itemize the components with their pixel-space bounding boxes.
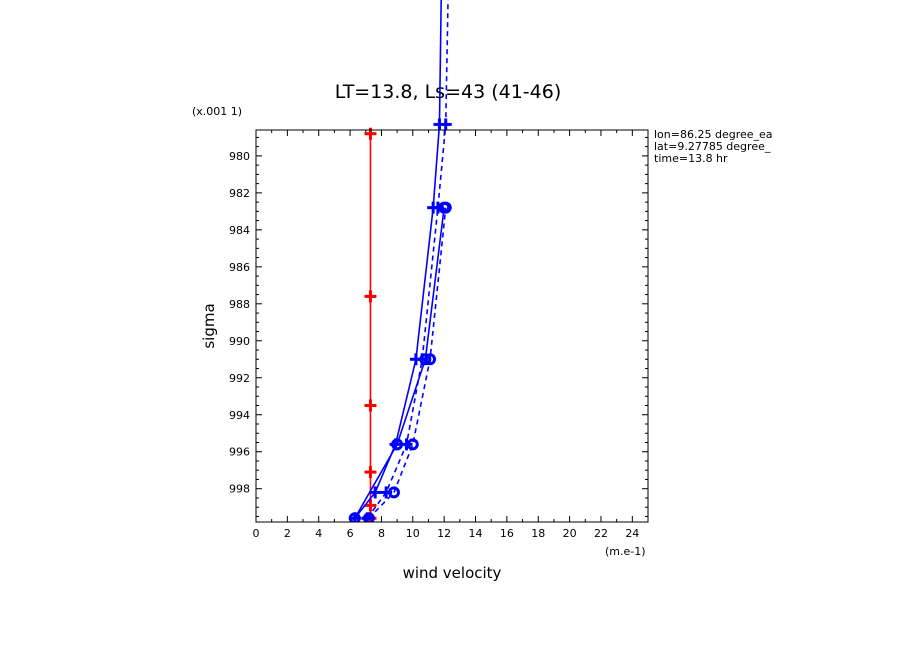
x-tick-label: 2 bbox=[284, 527, 291, 540]
annotation-line: lon=86.25 degree_ea bbox=[654, 128, 773, 141]
y-tick-label: 984 bbox=[229, 224, 250, 237]
series-line-4 bbox=[354, 207, 445, 519]
data-point-circle bbox=[362, 512, 375, 522]
y-tick-label: 980 bbox=[229, 150, 250, 163]
y-scale-label: (x.001 1) bbox=[192, 105, 242, 118]
data-point-circle bbox=[348, 512, 361, 522]
data-point-plus bbox=[364, 290, 377, 303]
y-tick-label: 994 bbox=[229, 409, 250, 422]
data-point-plus bbox=[369, 486, 382, 499]
x-tick-label: 20 bbox=[563, 527, 577, 540]
data-point-circle bbox=[391, 438, 404, 451]
x-tick-label: 12 bbox=[437, 527, 451, 540]
x-tick-label: 24 bbox=[625, 527, 639, 540]
data-point-circle bbox=[406, 438, 419, 451]
chart-title: LT=13.8, Ls=43 (41-46) bbox=[335, 81, 562, 103]
y-tick-label: 982 bbox=[229, 187, 250, 200]
data-point-circle bbox=[424, 353, 437, 366]
y-axis: 980 982 984 986 988 990 992 994 996 998 bbox=[229, 136, 648, 517]
data-point-circle bbox=[439, 201, 452, 214]
y-tick-label: 986 bbox=[229, 261, 250, 274]
series-group bbox=[348, 0, 452, 522]
x-tick-label: 6 bbox=[347, 527, 354, 540]
data-point-plus bbox=[364, 499, 377, 512]
x-tick-label: 22 bbox=[594, 527, 608, 540]
data-point-plus bbox=[364, 127, 377, 140]
x-tick-label: 4 bbox=[315, 527, 322, 540]
data-point-circle bbox=[387, 486, 400, 499]
x-axis-label: wind velocity bbox=[403, 564, 502, 582]
annotation-line: lat=9.27785 degree_ bbox=[654, 140, 771, 153]
data-point-plus bbox=[364, 399, 377, 412]
x-tick-label: 18 bbox=[531, 527, 545, 540]
series-line-5 bbox=[368, 207, 447, 519]
y-tick-label: 990 bbox=[229, 335, 250, 348]
plot-frame bbox=[255, 129, 649, 523]
x-tick-label: 8 bbox=[378, 527, 385, 540]
data-point-plus bbox=[364, 466, 377, 479]
x-tick-label: 10 bbox=[406, 527, 420, 540]
y-tick-label: 992 bbox=[229, 372, 250, 385]
y-tick-label: 988 bbox=[229, 298, 250, 311]
y-tick-label: 996 bbox=[229, 446, 250, 459]
x-tick-label: 14 bbox=[469, 527, 483, 540]
data-point-plus bbox=[439, 118, 452, 131]
x-axis: 0 2 4 6 8 10 12 14 16 18 20 22 24 bbox=[253, 130, 649, 540]
y-axis-label: sigma bbox=[200, 303, 218, 348]
x-tick-label: 0 bbox=[253, 527, 260, 540]
x-scale-label: (m.e-1) bbox=[605, 545, 646, 558]
annotation-line: time=13.8 hr bbox=[654, 152, 728, 165]
x-tick-label: 16 bbox=[500, 527, 514, 540]
y-tick-label: 998 bbox=[229, 483, 250, 496]
